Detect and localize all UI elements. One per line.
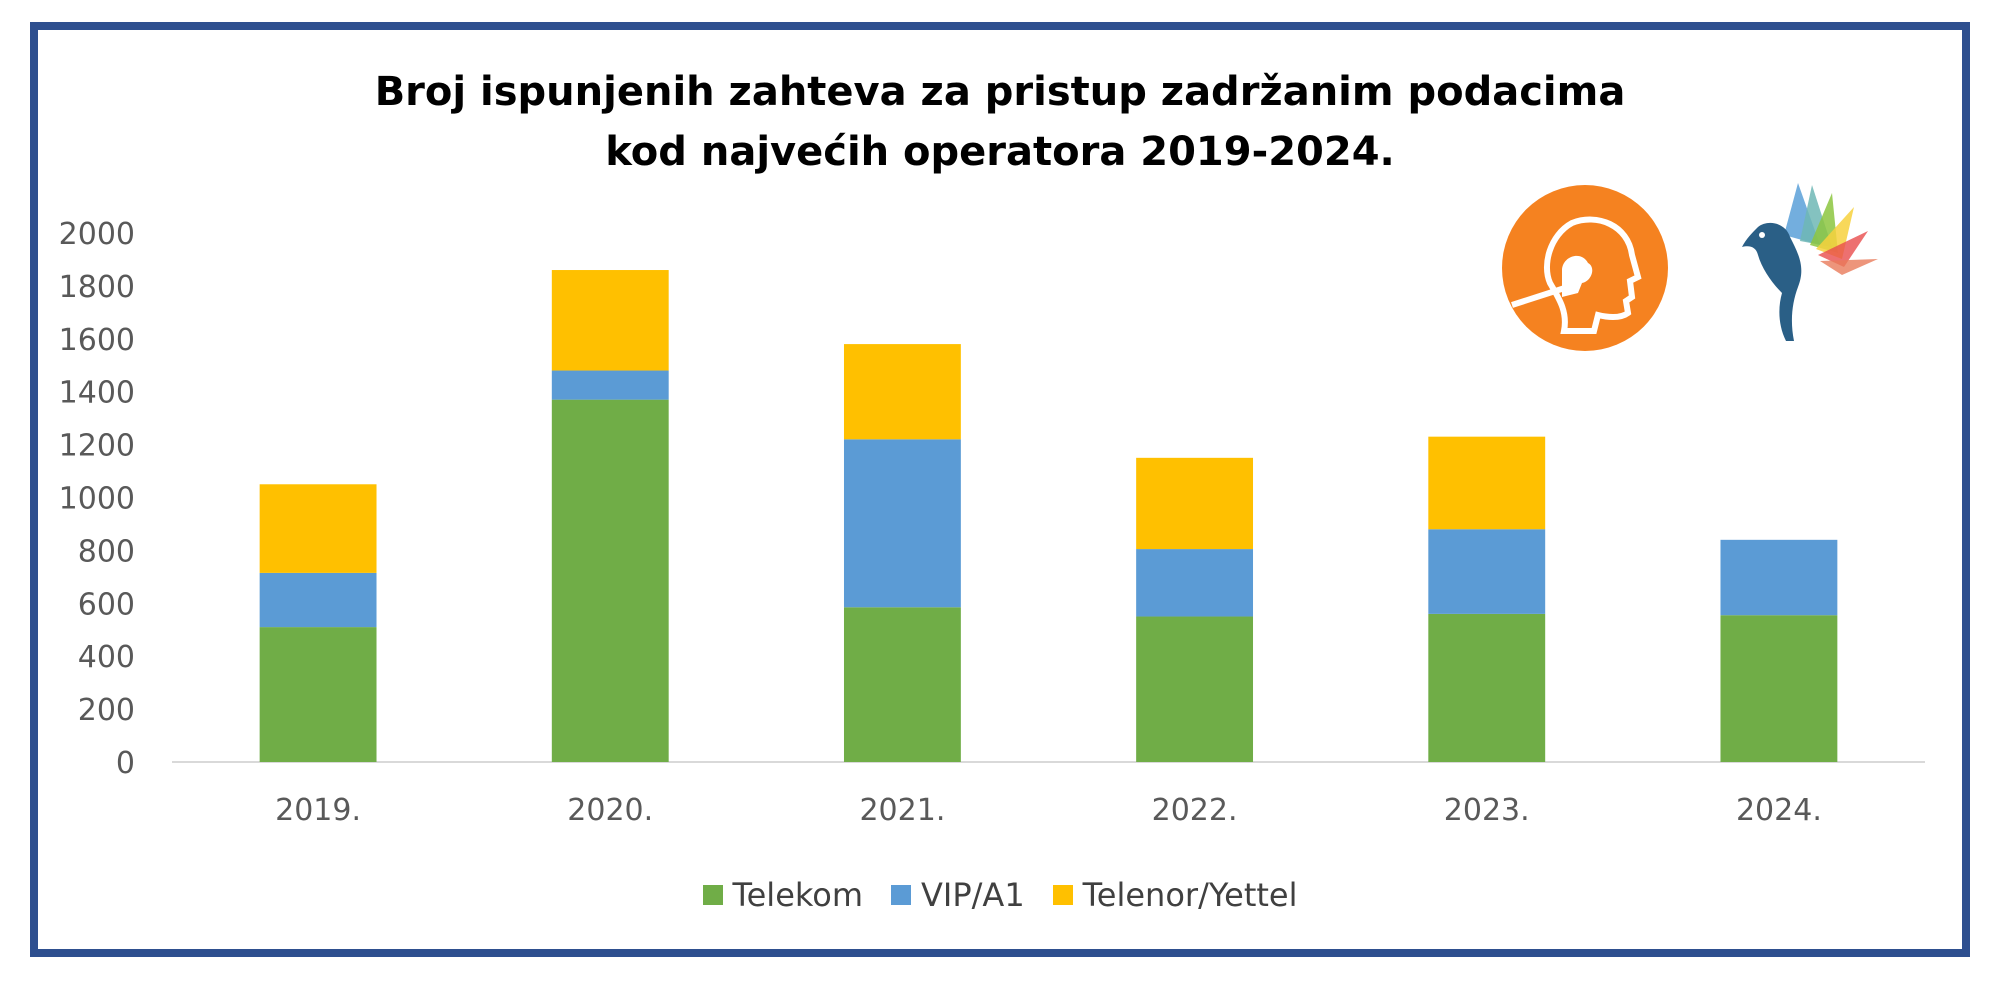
- bar-segment-telenor-yettel: [1428, 436, 1546, 530]
- legend-label: Telekom: [732, 876, 864, 914]
- bar-segment-vip-a1: [259, 572, 377, 628]
- bar-segment-telenor-yettel: [259, 484, 377, 573]
- legend-swatch: [891, 885, 912, 905]
- y-tick-label: 0: [116, 746, 135, 781]
- legend-swatch: [1052, 885, 1073, 905]
- bar-segment-vip-a1: [1428, 529, 1546, 614]
- x-tick-label: 2020.: [567, 793, 653, 828]
- bar-segment-telenor-yettel: [551, 270, 669, 371]
- y-tick-label: 600: [78, 587, 135, 622]
- x-tick-label: 2024.: [1736, 793, 1822, 828]
- y-tick-label: 1000: [59, 482, 135, 517]
- bar-segment-vip-a1: [551, 370, 669, 400]
- bar-segment-telekom: [1136, 616, 1254, 762]
- chart-title-line-1: Broj ispunjenih zahteva za pristup zadrž…: [374, 69, 1626, 115]
- bar-segment-telekom: [843, 607, 961, 762]
- y-tick-label: 1600: [59, 323, 135, 358]
- bar-segment-telekom: [1428, 613, 1546, 762]
- profile-head-logo-icon: [1502, 185, 1668, 351]
- bar-segment-vip-a1: [843, 439, 961, 608]
- legend-item: VIP/A1: [891, 876, 1025, 914]
- y-tick-label: 2000: [59, 217, 135, 252]
- bar-segment-telekom: [551, 399, 669, 762]
- bar-segment-telekom: [259, 627, 377, 762]
- legend-swatch: [702, 885, 723, 905]
- chart-title: Broj ispunjenih zahteva za pristup zadrž…: [0, 62, 2000, 182]
- y-tick-label: 400: [78, 640, 135, 675]
- y-tick-label: 1200: [59, 429, 135, 464]
- x-tick-label: 2019.: [275, 793, 361, 828]
- bar-segment-vip-a1: [1136, 549, 1254, 617]
- x-tick-label: 2021.: [859, 793, 945, 828]
- chart-legend: Telekom VIP/A1 Telenor/Yettel: [0, 875, 2000, 914]
- peacock-bird-logo-icon: [1742, 183, 1878, 341]
- bar-segment-telenor-yettel: [843, 344, 961, 440]
- chart-title-line-2: kod najvećih operatora 2019-2024.: [605, 129, 1395, 175]
- bar-segment-telenor-yettel: [1136, 457, 1254, 550]
- y-tick-label: 800: [78, 534, 135, 569]
- bar-segment-vip-a1: [1720, 539, 1838, 616]
- legend-label: VIP/A1: [921, 876, 1025, 914]
- y-tick-label: 1800: [59, 270, 135, 305]
- legend-label: Telenor/Yettel: [1082, 876, 1298, 914]
- legend-item: Telekom: [702, 876, 864, 914]
- x-tick-label: 2023.: [1444, 793, 1530, 828]
- y-tick-label: 200: [78, 693, 135, 728]
- legend-item: Telenor/Yettel: [1052, 876, 1298, 914]
- x-tick-label: 2022.: [1152, 793, 1238, 828]
- bar-segment-telekom: [1720, 615, 1838, 762]
- y-tick-label: 1400: [59, 376, 135, 411]
